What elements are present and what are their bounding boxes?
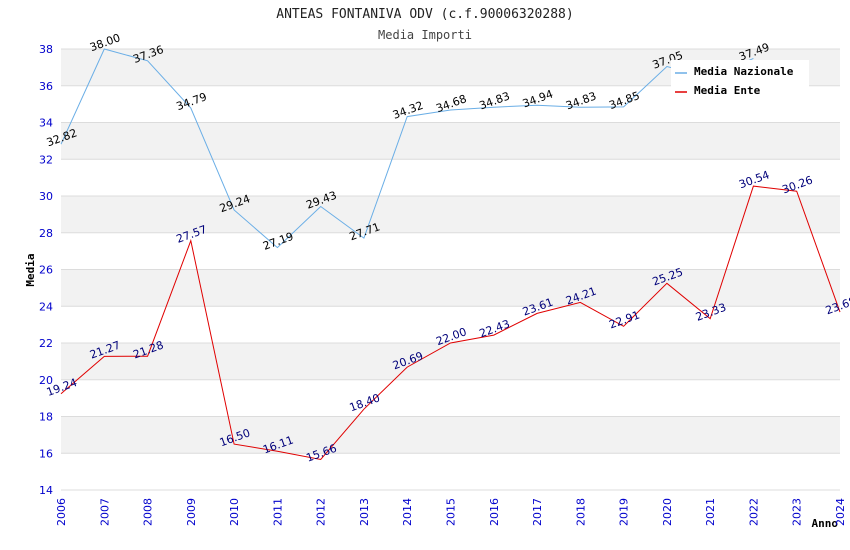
x-tick-label: 2010 xyxy=(228,498,241,526)
y-tick-label: 16 xyxy=(39,447,53,460)
x-tick-label: 2014 xyxy=(401,498,414,526)
grid-bands xyxy=(61,49,840,490)
x-tick-label: 2024 xyxy=(834,498,847,526)
y-tick-label: 18 xyxy=(39,411,53,424)
x-tick-label: 2007 xyxy=(98,498,111,526)
x-tick-label: 2008 xyxy=(142,498,155,526)
grid-band xyxy=(61,453,840,490)
grid-lines xyxy=(61,48,840,491)
grid-band xyxy=(61,379,840,417)
legend-label-media-nazionale: Media Nazionale xyxy=(694,65,794,78)
x-tick-label: 2013 xyxy=(358,498,371,526)
x-tick-label: 2015 xyxy=(445,498,458,526)
grid-band xyxy=(61,343,840,380)
y-tick-label: 24 xyxy=(39,300,53,313)
x-tick-label: 2011 xyxy=(271,498,284,526)
y-axis-ticks: 14 16 18 20 22 24 26 28 30 32 34 36 38 xyxy=(39,43,53,497)
x-tick-label: 2016 xyxy=(488,498,501,526)
x-tick-label: 2020 xyxy=(661,498,674,526)
y-tick-label: 20 xyxy=(39,374,53,387)
x-axis-ticks: 2006 2007 2008 2009 2010 2011 2012 2013 2014 2015… xyxy=(55,498,847,526)
grid-band xyxy=(61,159,840,196)
legend-box xyxy=(671,60,809,102)
series-lines xyxy=(60,48,841,461)
y-tick-label: 14 xyxy=(39,484,53,497)
x-tick-label: 2017 xyxy=(531,498,544,526)
x-tick-label: 2022 xyxy=(747,498,760,526)
y-tick-label: 22 xyxy=(39,337,53,350)
y-tick-label: 28 xyxy=(39,227,53,240)
grid-band xyxy=(61,196,840,233)
grid-band xyxy=(61,416,840,454)
legend-label-media-ente: Media Ente xyxy=(694,84,761,97)
series-line-media-nazionale xyxy=(60,48,754,249)
chart-subtitle: Media Importi xyxy=(378,28,472,42)
x-tick-label: 2012 xyxy=(315,498,328,526)
y-axis-label: Media xyxy=(24,253,37,286)
x-tick-label: 2023 xyxy=(791,498,804,526)
grid-band xyxy=(61,269,840,307)
x-tick-label: 2021 xyxy=(704,498,717,526)
x-tick-label: 2006 xyxy=(55,498,68,526)
legend: Media Nazionale Media Ente xyxy=(671,60,809,102)
chart-title: ANTEAS FONTANIVA ODV (c.f.90006320288) xyxy=(276,7,573,22)
y-tick-label: 36 xyxy=(39,80,53,93)
series-line-media-ente xyxy=(60,185,841,461)
y-tick-label: 26 xyxy=(39,264,53,277)
y-tick-label: 32 xyxy=(39,153,53,166)
grid-band xyxy=(61,232,840,270)
y-tick-label: 38 xyxy=(39,43,53,56)
y-tick-label: 30 xyxy=(39,190,53,203)
grid-band xyxy=(61,122,840,160)
x-tick-label: 2018 xyxy=(574,498,587,526)
y-tick-label: 34 xyxy=(39,117,53,130)
x-tick-label: 2019 xyxy=(618,498,631,526)
x-axis-label: Anno xyxy=(812,517,839,530)
x-tick-label: 2009 xyxy=(185,498,198,526)
grid-band xyxy=(61,306,840,343)
